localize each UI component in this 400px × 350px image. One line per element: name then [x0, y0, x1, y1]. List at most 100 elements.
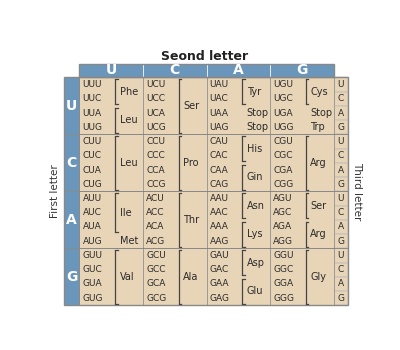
Text: AGC: AGC [273, 208, 292, 217]
Text: G: G [337, 180, 344, 189]
Bar [334, 248, 348, 262]
Text: CGG: CGG [273, 180, 294, 189]
Bar [143, 134, 206, 191]
Text: CUA: CUA [82, 166, 102, 175]
Text: GAU: GAU [210, 251, 229, 260]
Text: CCG: CCG [146, 180, 166, 189]
Text: G: G [296, 63, 308, 77]
Text: Asn: Asn [247, 201, 265, 211]
Text: GAA: GAA [210, 279, 229, 288]
Text: ACU: ACU [146, 194, 165, 203]
Text: GAG: GAG [210, 294, 230, 303]
Bar [206, 134, 270, 191]
Text: CGU: CGU [273, 137, 293, 146]
Text: ACA: ACA [146, 223, 164, 231]
Text: Cys: Cys [310, 87, 328, 97]
Text: Leu: Leu [120, 115, 137, 125]
Text: A: A [338, 223, 344, 231]
Bar [64, 248, 80, 305]
Text: UGU: UGU [273, 80, 293, 89]
Text: GGC: GGC [273, 265, 294, 274]
Text: GUU: GUU [82, 251, 102, 260]
Text: Arg: Arg [310, 229, 327, 239]
Text: GCU: GCU [146, 251, 166, 260]
Text: GAC: GAC [210, 265, 229, 274]
Text: Seond letter: Seond letter [162, 50, 248, 63]
Text: U: U [337, 137, 344, 146]
Text: AAC: AAC [210, 208, 228, 217]
Text: U: U [337, 251, 344, 260]
Text: Stop: Stop [247, 108, 269, 118]
Text: U: U [337, 194, 344, 203]
Text: A: A [233, 63, 244, 77]
Text: GUG: GUG [82, 294, 103, 303]
Text: UCC: UCC [146, 94, 165, 103]
Text: Arg: Arg [310, 158, 327, 168]
Bar [206, 248, 270, 305]
Text: AUG: AUG [82, 237, 102, 246]
Text: Lys: Lys [247, 229, 262, 239]
Text: UCA: UCA [146, 108, 165, 118]
Bar [270, 134, 334, 191]
Text: AAG: AAG [210, 237, 229, 246]
Text: U: U [66, 99, 77, 113]
Text: UUU: UUU [82, 80, 102, 89]
Bar [80, 134, 143, 191]
Text: ACC: ACC [146, 208, 165, 217]
Bar [206, 77, 270, 134]
Text: Glu: Glu [247, 286, 263, 296]
Text: UAU: UAU [210, 80, 229, 89]
Text: GUA: GUA [82, 279, 102, 288]
Text: Pro: Pro [183, 158, 199, 168]
Text: UGC: UGC [273, 94, 293, 103]
Text: AAU: AAU [210, 194, 229, 203]
Text: C: C [338, 151, 344, 160]
Text: GGG: GGG [273, 294, 294, 303]
Text: CAG: CAG [210, 180, 229, 189]
Text: CGC: CGC [273, 151, 293, 160]
Text: UUA: UUA [82, 108, 102, 118]
Text: CAA: CAA [210, 166, 228, 175]
Text: ACG: ACG [146, 237, 165, 246]
Bar [206, 64, 270, 77]
Text: UAA: UAA [210, 108, 229, 118]
Bar [80, 248, 143, 305]
Bar [143, 77, 206, 134]
Text: Val: Val [120, 272, 134, 282]
Text: CCC: CCC [146, 151, 165, 160]
Bar [334, 163, 348, 177]
Bar [334, 262, 348, 277]
Text: Tyr: Tyr [247, 87, 261, 97]
Text: Ala: Ala [183, 272, 199, 282]
Text: UCU: UCU [146, 80, 165, 89]
Bar [270, 191, 334, 248]
Text: Leu: Leu [120, 158, 137, 168]
Text: C: C [338, 94, 344, 103]
Text: AGU: AGU [273, 194, 293, 203]
Text: GGA: GGA [273, 279, 293, 288]
Text: C: C [170, 63, 180, 77]
Text: CUG: CUG [82, 180, 102, 189]
Text: A: A [338, 279, 344, 288]
Bar [270, 77, 334, 134]
Text: Thr: Thr [183, 215, 199, 225]
Text: Third letter: Third letter [352, 162, 362, 220]
Text: C: C [338, 208, 344, 217]
Text: Ile: Ile [120, 208, 131, 218]
Bar [334, 177, 348, 191]
Text: Stop: Stop [310, 108, 332, 118]
Text: U: U [337, 80, 344, 89]
Text: C: C [338, 265, 344, 274]
Text: AGA: AGA [273, 223, 292, 231]
Text: CGA: CGA [273, 166, 292, 175]
Text: CCA: CCA [146, 166, 165, 175]
Bar [80, 64, 334, 77]
Bar [143, 64, 206, 77]
Bar [334, 134, 348, 149]
Text: GCA: GCA [146, 279, 166, 288]
Bar [270, 248, 334, 305]
Text: GCG: GCG [146, 294, 166, 303]
Bar [334, 234, 348, 248]
Bar [334, 120, 348, 134]
Text: Stop: Stop [247, 122, 269, 132]
